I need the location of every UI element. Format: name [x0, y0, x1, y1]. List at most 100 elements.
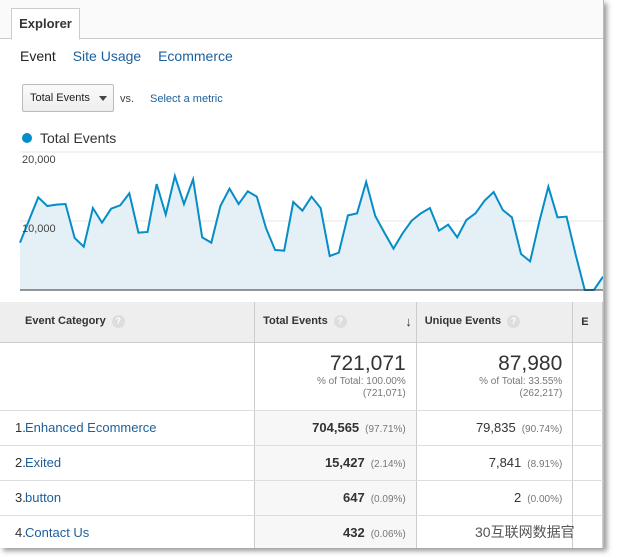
data-point[interactable]	[255, 195, 259, 199]
data-point[interactable]	[419, 211, 423, 215]
data-point[interactable]	[246, 189, 250, 193]
data-point[interactable]	[501, 208, 505, 212]
sort-desc-arrow-icon[interactable]: ↓	[405, 314, 412, 329]
chevron-down-icon	[99, 96, 107, 101]
data-point[interactable]	[428, 206, 432, 210]
data-point[interactable]	[373, 214, 377, 218]
unique-events-pct: (90.74%)	[521, 424, 563, 435]
data-point[interactable]	[574, 253, 578, 257]
data-point[interactable]	[546, 185, 550, 189]
data-point[interactable]	[310, 195, 314, 199]
data-point[interactable]	[473, 211, 477, 215]
truncated-cell	[572, 445, 603, 481]
data-point[interactable]	[218, 204, 222, 208]
header-unique-events[interactable]: Unique Events?	[416, 302, 574, 343]
data-point[interactable]	[528, 259, 532, 263]
category-link[interactable]: Contact Us	[25, 525, 90, 540]
data-point[interactable]	[237, 202, 241, 206]
data-point[interactable]	[191, 177, 195, 181]
header-label: Unique Events	[424, 315, 502, 328]
data-point[interactable]	[401, 231, 405, 235]
category-link[interactable]: Enhanced Ecommerce	[25, 420, 157, 435]
truncated-cell	[572, 342, 603, 411]
data-point[interactable]	[109, 207, 113, 211]
data-point[interactable]	[100, 221, 104, 225]
unique-events-value: 2	[514, 490, 522, 505]
data-point[interactable]	[328, 254, 332, 258]
data-point[interactable]	[364, 180, 368, 184]
select-metric-link[interactable]: Select a metric	[150, 93, 223, 105]
data-point[interactable]	[82, 245, 86, 249]
data-point[interactable]	[200, 235, 204, 239]
data-point[interactable]	[555, 215, 559, 219]
data-point[interactable]	[346, 213, 350, 217]
data-point[interactable]	[273, 248, 277, 252]
help-icon[interactable]: ?	[111, 315, 125, 329]
data-point[interactable]	[355, 211, 359, 215]
data-point[interactable]	[437, 229, 441, 233]
data-point[interactable]	[118, 203, 122, 207]
y-tick-label: 20,000	[22, 154, 56, 166]
totals-unique-events: 87,980% of Total: 33.55% (262,217)	[416, 342, 574, 411]
data-table: Event Category? Total Events? ↓ Unique Ev…	[0, 302, 603, 548]
header-total-events[interactable]: Total Events? ↓	[254, 302, 417, 343]
total-events-cell: 647 (0.09%)	[254, 480, 417, 516]
data-point[interactable]	[228, 187, 232, 191]
data-point[interactable]	[173, 174, 177, 178]
data-point[interactable]	[510, 215, 514, 219]
data-point[interactable]	[146, 230, 150, 234]
data-point[interactable]	[282, 249, 286, 253]
data-point[interactable]	[27, 218, 31, 222]
category-link[interactable]: Exited	[25, 455, 62, 470]
tab-bar: Explorer	[0, 0, 603, 40]
data-point[interactable]	[464, 218, 468, 222]
data-point[interactable]	[410, 219, 414, 223]
data-point[interactable]	[18, 241, 22, 245]
data-point[interactable]	[209, 241, 213, 245]
data-point[interactable]	[319, 206, 323, 210]
header-event-category[interactable]: Event Category?	[0, 302, 256, 343]
data-point[interactable]	[291, 200, 295, 204]
total-events-cell: 432 (0.06%)	[254, 515, 417, 548]
help-icon[interactable]: ?	[507, 315, 521, 329]
data-point[interactable]	[264, 226, 268, 230]
tab-explorer[interactable]: Explorer	[11, 8, 80, 40]
data-point[interactable]	[36, 195, 40, 199]
subtab-site-usage[interactable]: Site Usage	[72, 48, 142, 64]
data-point[interactable]	[127, 191, 131, 195]
data-point[interactable]	[300, 209, 304, 213]
data-point[interactable]	[492, 190, 496, 194]
data-point[interactable]	[136, 231, 140, 235]
data-point[interactable]	[73, 236, 77, 240]
data-point[interactable]	[455, 235, 459, 239]
unique-events-cell	[416, 515, 574, 548]
total-events-pct: (0.06%)	[370, 529, 406, 540]
data-point[interactable]	[391, 247, 395, 251]
line-chart	[18, 151, 603, 291]
data-point[interactable]	[519, 252, 523, 256]
data-point[interactable]	[382, 231, 386, 235]
header-truncated[interactable]: E	[572, 302, 603, 343]
subtab-ecommerce[interactable]: Ecommerce	[158, 48, 233, 64]
data-point[interactable]	[45, 204, 49, 208]
help-icon[interactable]: ?	[333, 315, 347, 329]
data-point[interactable]	[155, 182, 159, 186]
metric-dropdown[interactable]: Total Events	[22, 84, 114, 112]
category-link[interactable]: button	[25, 490, 62, 505]
data-point[interactable]	[537, 220, 541, 224]
data-point[interactable]	[164, 213, 168, 217]
data-point[interactable]	[182, 202, 186, 206]
data-point[interactable]	[91, 206, 95, 210]
subtabs: Event Site Usage Ecommerce	[20, 48, 246, 64]
header-label: Event Category	[25, 315, 106, 328]
data-point[interactable]	[446, 223, 450, 227]
data-point[interactable]	[64, 202, 68, 206]
data-point[interactable]	[565, 215, 569, 219]
legend-label: Total Events	[40, 130, 117, 146]
data-point[interactable]	[54, 203, 58, 207]
data-point[interactable]	[483, 199, 487, 203]
table-row: 2.Exited 15,427 (2.14%) 7,841 (8.91%)	[0, 445, 603, 481]
total-events-pct: (2.14%)	[370, 459, 406, 470]
subtab-event[interactable]: Event	[20, 48, 56, 64]
data-point[interactable]	[337, 251, 341, 255]
